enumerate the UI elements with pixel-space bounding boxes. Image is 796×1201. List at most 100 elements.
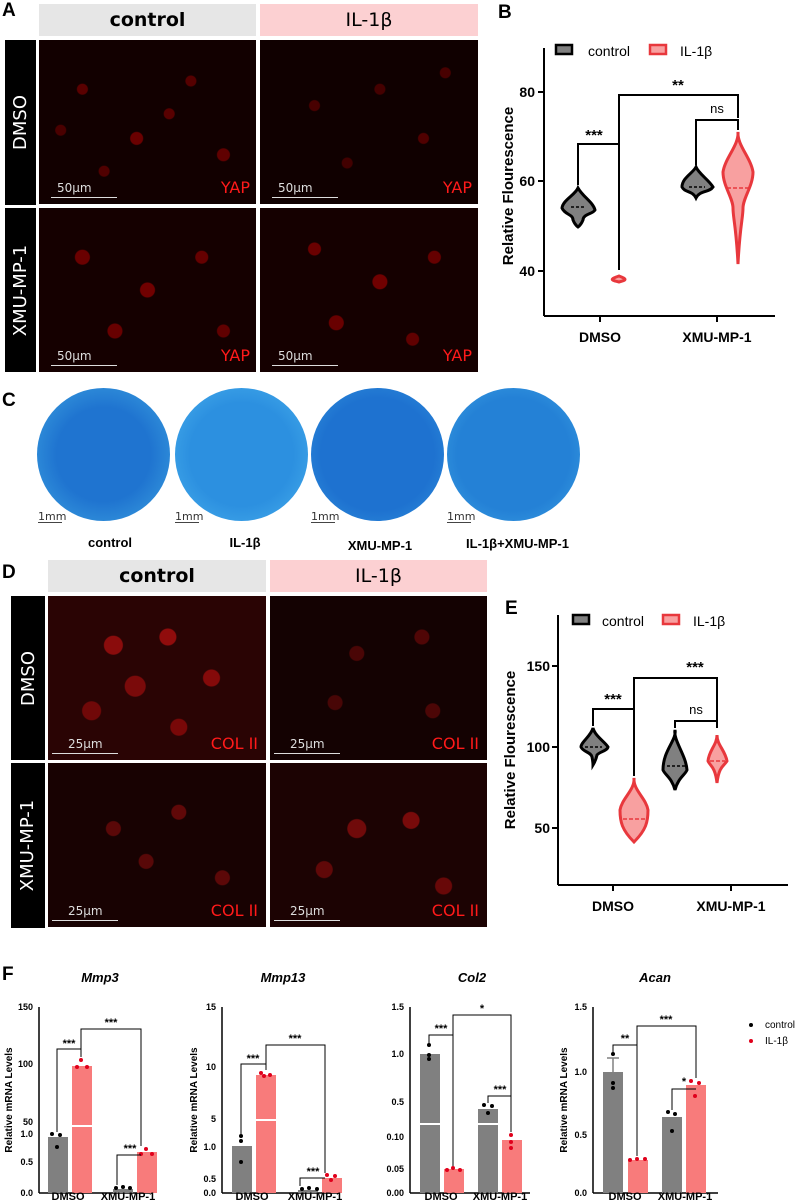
svg-text:***: *** <box>604 691 622 708</box>
svg-text:40: 40 <box>519 263 535 279</box>
svg-text:150: 150 <box>527 658 551 674</box>
svg-text:Mmp13: Mmp13 <box>261 970 307 985</box>
y-axis-label: Relative Flourescence <box>500 107 517 265</box>
svg-text:1.0: 1.0 <box>203 1142 216 1152</box>
svg-text:50: 50 <box>23 1117 33 1127</box>
svg-text:IL-1β: IL-1β <box>693 613 725 629</box>
panel-a-row-label-dmso: DMSO <box>5 40 36 205</box>
svg-text:XMU-MP-1: XMU-MP-1 <box>101 1191 155 1201</box>
svg-text:DMSO: DMSO <box>236 1191 269 1201</box>
svg-text:0.0: 0.0 <box>203 1188 216 1198</box>
svg-text:ns: ns <box>710 101 724 116</box>
svg-text:Acan: Acan <box>638 970 671 985</box>
micrograph-col2-xmu-control: 25µm COL II <box>48 763 266 927</box>
panel-d-header-il1b: IL-1β <box>270 560 487 592</box>
svg-text:5: 5 <box>211 1114 216 1124</box>
micrograph-yap-dmso-control: 50µm YAP <box>39 40 256 204</box>
scale-bar-label: 50µm <box>57 181 92 195</box>
scale-bar-label: 50µm <box>278 181 313 195</box>
svg-text:***: *** <box>289 1033 303 1045</box>
panel-d-row-label-dmso: DMSO <box>11 596 45 760</box>
bar-chart-acan: Acan Relative mRNA Levels 1.5 1.0 0.5 0.… <box>560 970 795 1201</box>
panel-a-header-control: control <box>39 4 256 36</box>
scale-bar-label: 50µm <box>57 349 92 363</box>
panel-a-row-label-xmu: XMU-MP-1 <box>5 208 36 372</box>
stain-label: COL II <box>431 734 479 753</box>
panel-letter-a: A <box>2 0 16 21</box>
svg-text:DMSO: DMSO <box>52 1191 85 1201</box>
svg-text:0.05: 0.05 <box>386 1164 404 1174</box>
scale-bar-label: 50µm <box>278 349 313 363</box>
legend-label-control: control <box>588 43 630 59</box>
svg-text:***: *** <box>307 1166 321 1178</box>
svg-text:XMU-MP-1: XMU-MP-1 <box>288 1191 342 1201</box>
svg-text:0.5: 0.5 <box>203 1174 216 1184</box>
panel-letter-d: D <box>2 562 16 583</box>
violin-chart-b: control IL-1β 80 60 40 Relative Flouresc… <box>500 43 775 345</box>
micrograph-col2-dmso-il1b: 25µm COL II <box>270 596 487 760</box>
legend-swatch-control <box>554 43 574 56</box>
disc-label-il1b-xmu: IL-1β+XMU-MP-1 <box>466 536 569 551</box>
svg-text:0.00: 0.00 <box>386 1188 404 1198</box>
svg-text:**: ** <box>672 77 684 94</box>
stain-label: COL II <box>210 901 258 920</box>
svg-text:DMSO: DMSO <box>579 329 621 345</box>
svg-text:10: 10 <box>206 1062 216 1072</box>
stain-label: YAP <box>442 346 472 365</box>
svg-text:1.5: 1.5 <box>391 1002 404 1012</box>
svg-text:***: *** <box>660 1014 674 1026</box>
svg-text:Relative Flourescence: Relative Flourescence <box>502 671 519 829</box>
legend-label-control: control <box>765 1020 795 1031</box>
svg-text:Col2: Col2 <box>458 970 487 985</box>
panel-letter-c: C <box>2 390 16 411</box>
micrograph-col2-dmso-control: 25µm COL II <box>48 596 266 760</box>
svg-text:1.5: 1.5 <box>574 1002 587 1012</box>
bar-chart-mmp13: Mmp13 Relative mRNA Levels 15 10 5 1.0 0… <box>190 970 342 1201</box>
scale-bar-label: 25µm <box>290 737 325 751</box>
svg-text:15: 15 <box>206 1002 216 1012</box>
svg-text:50: 50 <box>534 820 550 836</box>
svg-text:ns: ns <box>689 702 703 717</box>
svg-text:***: *** <box>585 127 603 144</box>
legend-dot-il1b <box>749 1039 753 1043</box>
panel-d-header-control: control <box>48 560 266 592</box>
legend-label-il1b: IL-1β <box>680 43 712 59</box>
micrograph-yap-dmso-il1b: 50µm YAP <box>260 40 478 204</box>
panel-letter-b: B <box>498 2 512 23</box>
svg-text:150: 150 <box>18 1002 33 1012</box>
svg-text:**: ** <box>621 1033 630 1045</box>
svg-text:80: 80 <box>519 84 535 100</box>
scale-bar-label: 1mm <box>447 510 476 523</box>
disc-label-control: control <box>87 535 133 550</box>
svg-text:1.0: 1.0 <box>20 1129 33 1139</box>
scale-bar-label: 25µm <box>68 737 103 751</box>
svg-text:Relative mRNA Levels: Relative mRNA Levels <box>560 1047 570 1153</box>
svg-text:100: 100 <box>527 739 551 755</box>
violin-chart-e: control IL-1β 150 100 50 Relative Floure… <box>502 613 788 914</box>
alcian-disc-xmu <box>311 388 444 521</box>
disc-label-il1b: IL-1β <box>229 535 261 550</box>
bar-chart-col2: Col2 Relative mRNA Levels 1.5 1.0 0.5 0.… <box>386 970 530 1201</box>
svg-text:***: *** <box>105 1017 119 1029</box>
micrograph-col2-xmu-il1b: 25µm COL II <box>270 763 487 927</box>
legend-label-il1b: IL-1β <box>765 1036 788 1047</box>
disc-label-xmu: XMU-MP-1 <box>347 538 413 553</box>
svg-text:Relative mRNA Levels: Relative mRNA Levels <box>190 1047 200 1153</box>
stain-label: YAP <box>442 178 472 197</box>
scale-bar-label: 25µm <box>290 904 325 918</box>
svg-text:XMU-MP-1: XMU-MP-1 <box>658 1191 712 1201</box>
micrograph-yap-xmu-control: 50µm YAP <box>39 208 256 372</box>
alcian-disc-control <box>37 388 170 521</box>
svg-text:0.0: 0.0 <box>20 1188 33 1198</box>
svg-text:DMSO: DMSO <box>609 1191 642 1201</box>
stain-label: YAP <box>220 346 250 365</box>
bar-chart-mmp3: Mmp3 Relative mRNA Levels 150 100 50 1.0… <box>4 970 157 1201</box>
svg-text:60: 60 <box>519 173 535 189</box>
alcian-disc-il1b-xmu <box>447 388 580 521</box>
scale-bar-label: 1mm <box>311 510 340 523</box>
stain-label: YAP <box>220 178 250 197</box>
svg-text:0.10: 0.10 <box>386 1132 404 1142</box>
svg-text:***: *** <box>63 1038 77 1050</box>
micrograph-yap-xmu-il1b: 50µm YAP <box>260 208 478 372</box>
scale-bar-label: 25µm <box>68 904 103 918</box>
